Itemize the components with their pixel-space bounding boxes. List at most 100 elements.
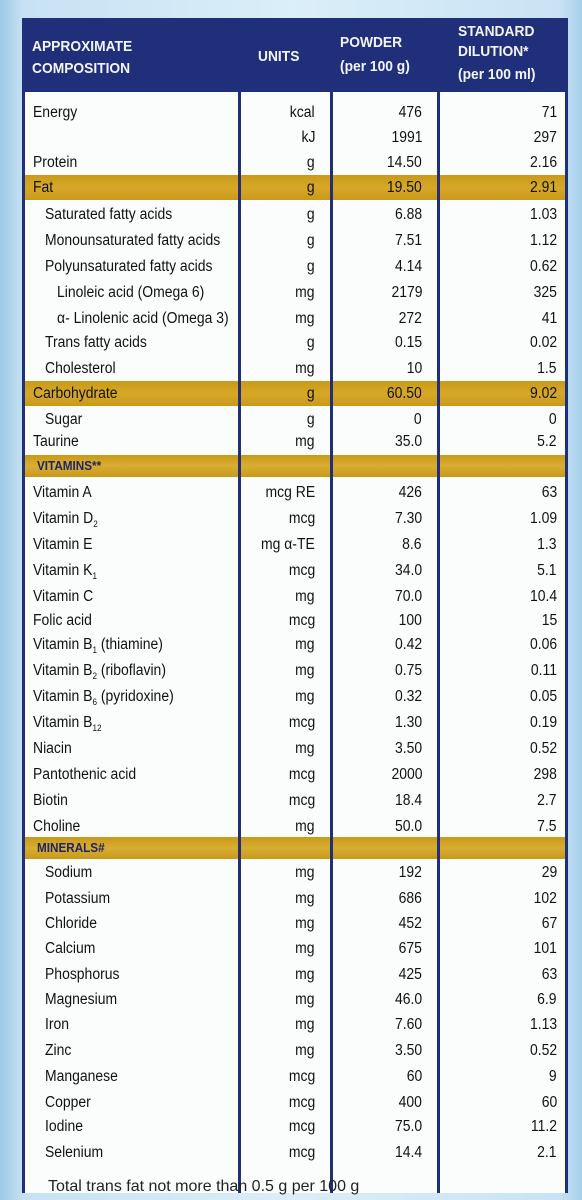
unit-cell: mg (295, 864, 315, 881)
section-title: VITAMINS** (37, 458, 102, 473)
powder-value: 0 (414, 411, 422, 428)
table-row: Folic acid mcg 100 15 (25, 608, 565, 633)
table-row: Potassium mg 686 102 (25, 886, 565, 911)
table-row: Vitamin D2 mcg 7.30 1.09 (25, 506, 565, 531)
table-row: Iron mg 7.60 1.13 (25, 1012, 565, 1037)
powder-value: 18.4 (394, 792, 422, 809)
unit-cell: mcg (288, 766, 315, 783)
table-row: Copper mcg 400 60 (25, 1090, 565, 1115)
dilution-value: 0.52 (529, 1042, 557, 1059)
vitamins-section-header: VITAMINS** (25, 455, 565, 477)
nutrient-name: Iron (45, 1016, 70, 1033)
unit-cell: mg (295, 890, 315, 907)
unit-cell: mcg (288, 792, 315, 809)
nutrient-name: Fat (33, 179, 54, 196)
nutrient-name: Vitamin E (33, 536, 92, 554)
nutrient-name: Iodine (45, 1118, 84, 1135)
column-divider (330, 18, 333, 1193)
unit-cell: mcg (288, 1144, 315, 1161)
dilution-value: 7.5 (537, 818, 557, 835)
dilution-value: 63 (541, 966, 557, 983)
unit-cell: mg (295, 966, 315, 983)
dilution-value: 11.2 (530, 1118, 557, 1135)
nutrition-table (22, 18, 568, 1193)
powder-value: 0.75 (394, 662, 422, 679)
table-row: Vitamin E mg α-TE 8.6 1.3 (25, 532, 565, 557)
nutrient-name: Polyunsaturated fatty acids (45, 258, 213, 275)
nutrient-name: Energy (33, 104, 78, 121)
nutrient-name: Protein (33, 154, 78, 171)
unit-cell: g (307, 232, 315, 249)
table-row: Sugar g 0 0 (25, 407, 565, 432)
nutrient-name: Manganese (45, 1068, 118, 1085)
unit-cell: mcg (288, 612, 315, 629)
table-row: Vitamin B12 mcg 1.30 0.19 (25, 710, 565, 735)
table-row: Fat g 19.50 2.91 (25, 175, 565, 200)
vitamin-name: Vitamin K (33, 562, 93, 579)
nutrient-name: Sugar (45, 411, 83, 428)
vitamin-subscript: 1 (92, 571, 97, 582)
dilution-value: 9.02 (529, 385, 557, 402)
unit-cell: g (307, 258, 315, 275)
dilution-value: 1.13 (529, 1016, 557, 1033)
powder-value: 6.88 (394, 206, 422, 223)
vitamin-name: Biotin (33, 792, 68, 809)
table-row: Chloride mg 452 67 (25, 911, 565, 936)
table-row: Linoleic acid (Omega 6) mg 2179 325 (25, 280, 565, 305)
unit-cell: mcg (288, 510, 315, 527)
table-row: Niacin mg 3.50 0.52 (25, 736, 565, 761)
nutrient-name: Phosphorus (45, 966, 120, 983)
vitamin-suffix: (riboflavin) (96, 662, 166, 679)
nutrient-name: Vitamin D2 (33, 510, 98, 533)
dilution-value: 1.03 (529, 206, 557, 223)
powder-value: 1.30 (394, 714, 422, 731)
table-row: Saturated fatty acids g 6.88 1.03 (25, 202, 565, 227)
dilution-value: 5.2 (537, 433, 557, 450)
table-row: Vitamin A mcg RE 426 63 (25, 480, 565, 505)
dilution-value: 60 (541, 1094, 557, 1111)
header-dilution-line2: DILUTION* (458, 43, 529, 60)
nutrient-name: Zinc (45, 1042, 72, 1059)
unit-cell: mg (295, 662, 315, 679)
powder-value: 10 (406, 360, 422, 377)
powder-value: 14.50 (387, 154, 422, 171)
unit-cell: mg (295, 818, 315, 835)
powder-value: 192 (398, 864, 422, 881)
header-composition-line1: APPROXIMATE (32, 38, 133, 55)
nutrient-name: Vitamin B12 (33, 714, 101, 737)
unit-cell: g (307, 334, 315, 351)
unit-cell: mcg (288, 562, 315, 579)
powder-value: 686 (398, 890, 422, 907)
table-row: kJ 1991 297 (25, 125, 565, 150)
powder-value: 425 (398, 966, 422, 983)
vitamin-name: Vitamin A (33, 484, 92, 501)
table-row: α- Linolenic acid (Omega 3) mg 272 41 (25, 306, 565, 331)
dilution-value: 2.91 (529, 179, 557, 196)
dilution-value: 298 (533, 766, 557, 783)
powder-value: 35.0 (394, 433, 422, 450)
nutrient-name: Selenium (45, 1144, 104, 1161)
nutrient-name: Vitamin C (33, 588, 93, 606)
nutrient-name: Trans fatty acids (45, 334, 147, 351)
nutrient-name: Copper (45, 1094, 91, 1111)
header-powder-line2: (per 100 g) (340, 58, 410, 75)
minerals-section-header: MINERALS# (25, 837, 565, 859)
dilution-value: 67 (541, 915, 557, 932)
dilution-value: 0 (549, 411, 557, 428)
table-row: Calcium mg 675 101 (25, 936, 565, 961)
dilution-value: 2.1 (537, 1144, 557, 1161)
nutrient-name: Potassium (45, 890, 111, 907)
header-units: UNITS (258, 48, 300, 65)
powder-value: 0.32 (394, 688, 422, 705)
vitamin-subscript: 6 (92, 697, 97, 708)
vitamin-name: Choline (33, 818, 81, 835)
header-powder-line1: POWDER (340, 34, 403, 51)
powder-value: 75.0 (394, 1118, 422, 1135)
table-header: APPROXIMATE COMPOSITION UNITS POWDER (pe… (22, 18, 568, 92)
vitamin-name: Niacin (33, 740, 72, 757)
dilution-value: 10.4 (529, 588, 557, 605)
powder-value: 476 (398, 104, 422, 121)
powder-value: 7.51 (394, 232, 422, 249)
vitamin-name: Vitamin D (33, 510, 94, 527)
dilution-value: 6.9 (537, 991, 557, 1008)
